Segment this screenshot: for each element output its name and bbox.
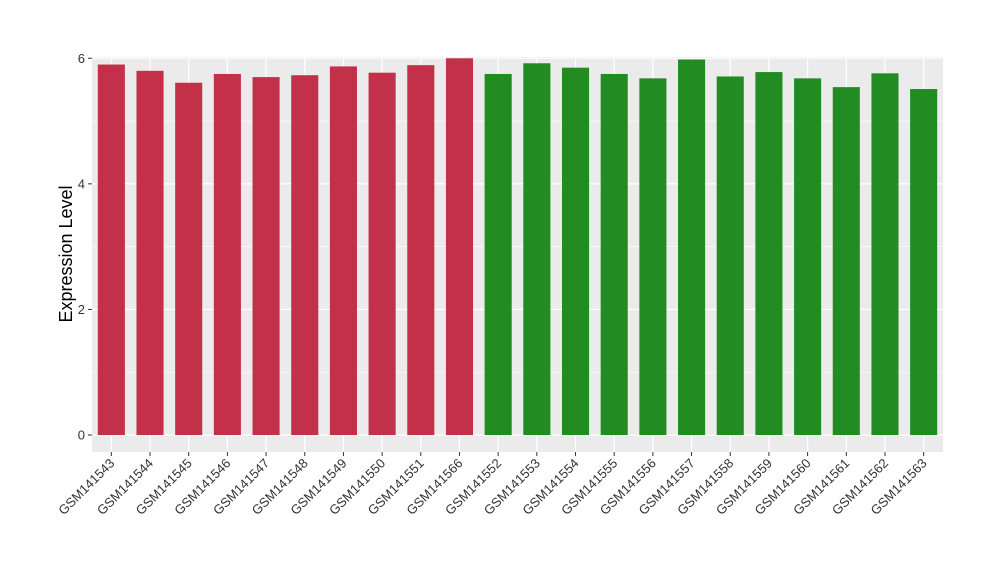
- bar-GSM141551: [407, 65, 435, 436]
- bar-GSM141558: [716, 76, 744, 436]
- bar-GSM141561: [832, 87, 860, 436]
- y-tick-label: 0: [78, 428, 85, 443]
- bar-GSM141560: [794, 78, 822, 436]
- bars: [97, 58, 938, 436]
- y-tick-label: 2: [78, 302, 85, 317]
- bar-GSM141555: [600, 73, 628, 436]
- bar-GSM141552: [484, 73, 512, 436]
- bar-GSM141543: [97, 64, 125, 436]
- bar-GSM141547: [252, 77, 280, 436]
- y-tick-label: 4: [78, 176, 85, 191]
- bar-GSM141562: [871, 73, 899, 436]
- bar-GSM141553: [523, 63, 551, 436]
- bar-GSM141550: [368, 72, 396, 436]
- bar-GSM141556: [639, 78, 667, 436]
- bar-GSM141548: [291, 75, 319, 436]
- bar-GSM141559: [755, 72, 783, 436]
- bar-GSM141557: [678, 59, 706, 436]
- bar-GSM141563: [910, 89, 938, 436]
- bar-GSM141566: [445, 58, 474, 436]
- bar-GSM141545: [175, 82, 203, 436]
- y-axis-label: Expression Level: [56, 185, 76, 322]
- x-axis: GSM141543GSM141544GSM141545GSM141546GSM1…: [55, 452, 930, 518]
- bar-GSM141549: [329, 66, 357, 436]
- bar-GSM141546: [213, 73, 241, 436]
- bar-GSM141554: [561, 67, 590, 436]
- bar-GSM141544: [136, 70, 164, 436]
- y-tick-label: 6: [78, 51, 85, 66]
- y-axis: 0 2 4 6: [78, 51, 92, 443]
